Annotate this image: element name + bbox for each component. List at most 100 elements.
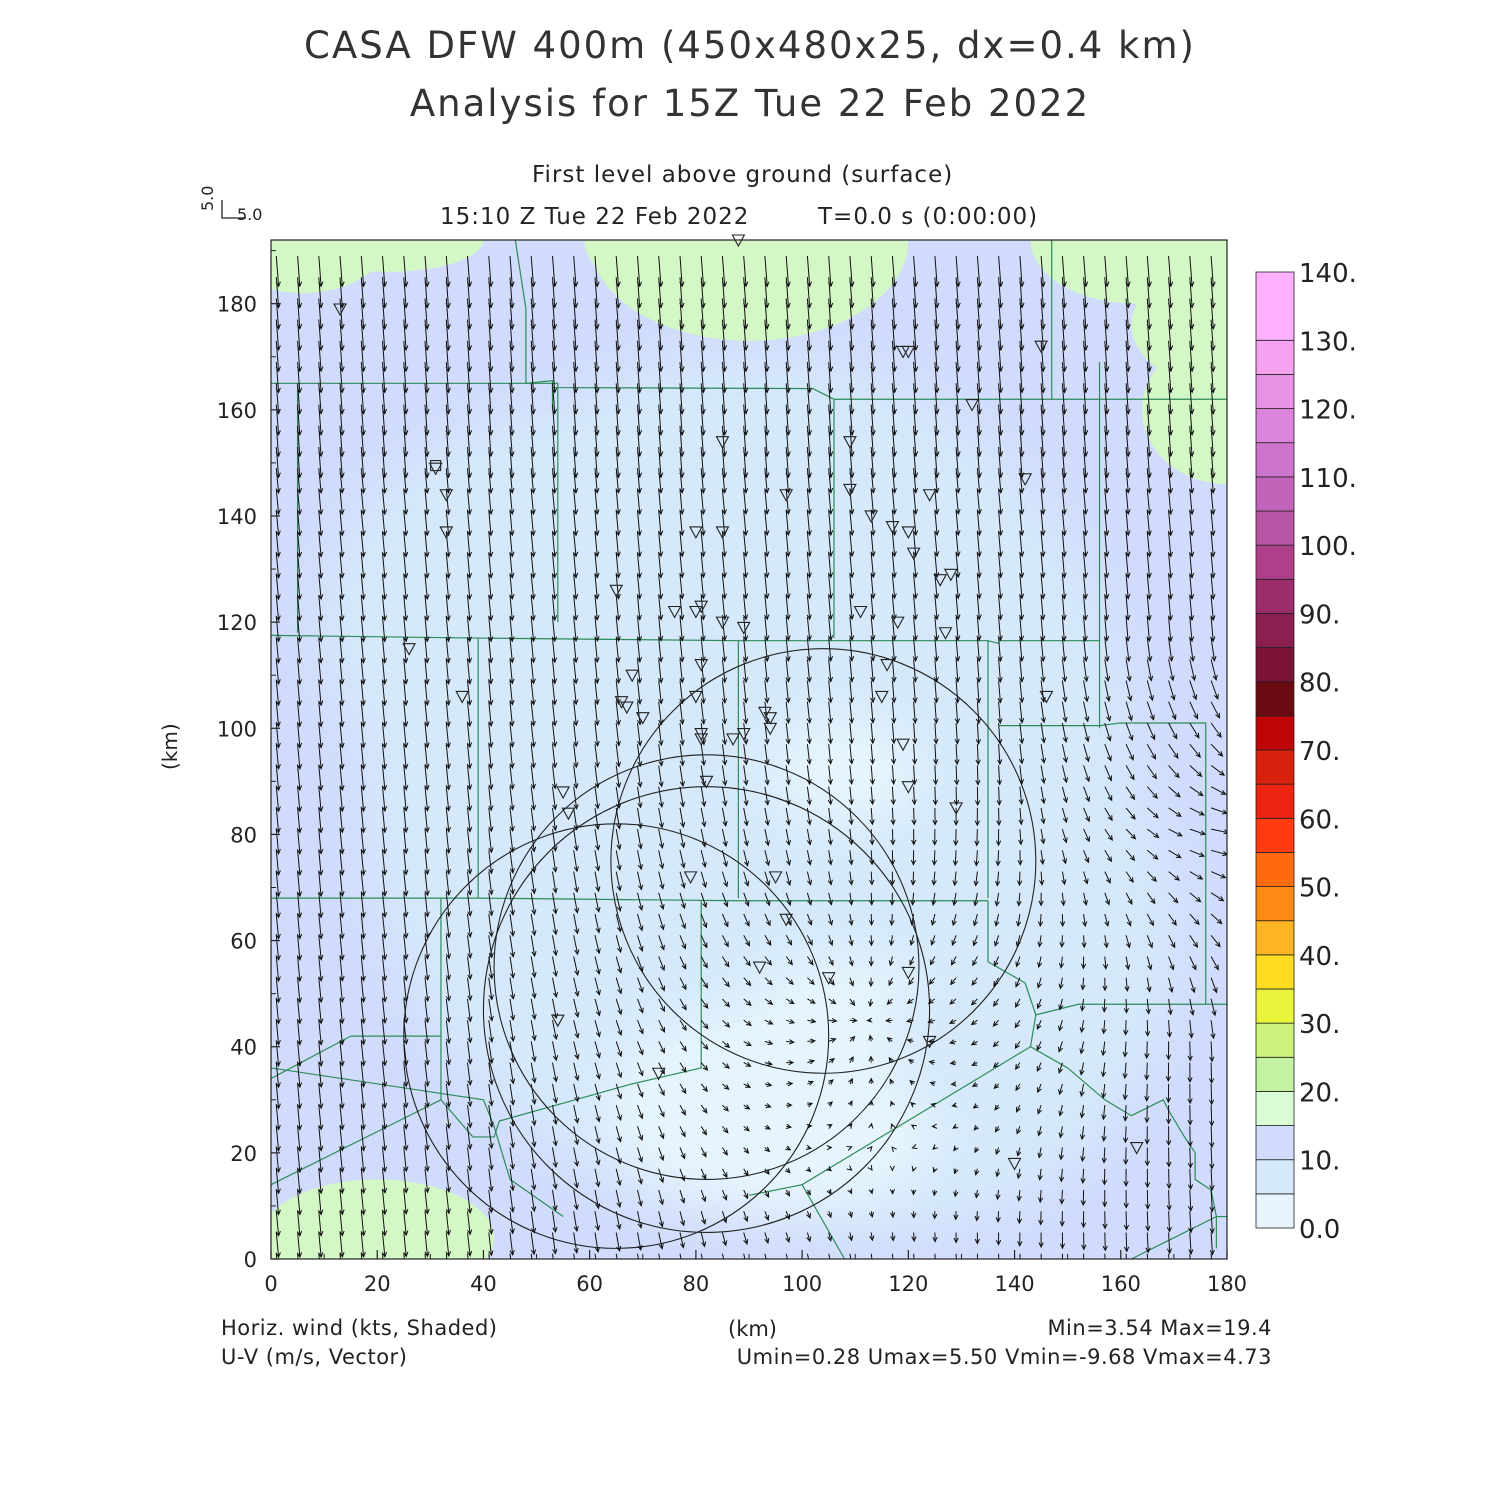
station-marker (561, 807, 576, 821)
station-markers (333, 234, 1144, 1171)
colorbar-label: 10. (1299, 1147, 1340, 1177)
y-tick-label: 140 (217, 505, 257, 529)
colorbar-swatch (1255, 578, 1295, 614)
vector-scale-u-label: 5.0 (237, 205, 263, 224)
y-tick-label: 20 (230, 1142, 257, 1166)
radar-ring (403, 823, 830, 1249)
county-line (271, 1067, 564, 1218)
colorbar-label: 80. (1299, 669, 1340, 699)
station-marker (763, 712, 778, 725)
station-marker (428, 462, 443, 476)
station-marker (922, 489, 937, 502)
colorbar-swatch (1255, 613, 1295, 648)
station-marker (683, 871, 698, 885)
colorbar-label: 110. (1299, 464, 1357, 494)
station-marker (455, 690, 470, 704)
station-marker (890, 616, 905, 630)
station-marker (736, 728, 751, 741)
shade-15-20 (1142, 335, 1227, 485)
station-marker (635, 712, 650, 725)
colorbar-swatch (1255, 544, 1295, 580)
station-marker (901, 526, 916, 540)
colorbar: 0.0 10. 20. 30. 40. 50. 60. 70. 80. 90. 100. 110. 12… (1255, 259, 1357, 1245)
station-marker (853, 605, 868, 619)
station-marker (556, 786, 571, 800)
colorbar-label: 40. (1299, 942, 1340, 972)
colorbar-label: 20. (1299, 1078, 1340, 1108)
colorbar-label: 130. (1299, 327, 1357, 357)
station-marker (439, 489, 454, 502)
station-marker (768, 871, 783, 885)
x-tick-label: 100 (782, 1272, 822, 1296)
radar-ring (610, 648, 1037, 1074)
radar-site-marker (430, 460, 442, 472)
station-marker (1018, 473, 1033, 486)
station-marker (901, 345, 916, 359)
time-label: 15:10 Z Tue 22 Feb 2022 (440, 204, 750, 230)
colorbar-swatch (1255, 647, 1295, 683)
county-line (525, 382, 559, 623)
station-marker (667, 605, 682, 619)
elapsed-label: T=0.0 s (0:00:00) (818, 204, 1039, 230)
station-marker (906, 547, 921, 561)
x-tick-label: 60 (576, 1272, 603, 1296)
colorbar-swatch (1255, 408, 1295, 444)
station-marker (922, 1035, 937, 1049)
colorbar-swatch (1255, 920, 1295, 956)
station-marker (715, 526, 730, 540)
shade-15-20 (584, 240, 755, 294)
colorbar-label: 140. (1299, 259, 1357, 289)
station-marker (842, 436, 857, 449)
colorbar-label: 120. (1299, 396, 1357, 426)
station-marker (333, 303, 347, 317)
station-marker (609, 584, 624, 598)
colorbar-swatch (1255, 339, 1295, 375)
x-tick-label: 80 (683, 1272, 710, 1296)
x-tick-label: 140 (995, 1272, 1035, 1296)
station-marker (864, 510, 879, 524)
station-marker (699, 775, 714, 789)
station-marker (694, 600, 709, 614)
x-tick-label: 40 (470, 1272, 497, 1296)
station-marker (625, 669, 640, 683)
x-tick-label: 20 (364, 1272, 391, 1296)
colorbar-swatch (1255, 1125, 1295, 1161)
y-tick-label: 100 (217, 717, 257, 741)
station-marker (1129, 1141, 1144, 1155)
y-tick-label: 160 (217, 399, 257, 423)
shade-15-20 (271, 1179, 495, 1259)
y-tick-label: 180 (217, 293, 257, 317)
colorbar-swatch (1255, 954, 1295, 990)
colorbar-swatch (1255, 715, 1295, 751)
station-marker (715, 436, 730, 449)
station-marker (726, 733, 740, 747)
y-tick-label: 60 (230, 930, 257, 954)
station-marker (1039, 690, 1054, 704)
colorbar-label: 100. (1299, 532, 1357, 562)
y-tick-label: 0 (244, 1248, 257, 1272)
station-marker (949, 802, 964, 816)
county-line (350, 898, 442, 1037)
x-tick-label: 180 (1207, 1272, 1247, 1296)
station-marker (779, 489, 794, 502)
colorbar-swatch (1255, 1091, 1295, 1126)
colorbar-swatch (1255, 1159, 1295, 1195)
county-line (998, 722, 1207, 1005)
station-marker (439, 526, 454, 540)
county-line (271, 897, 988, 902)
colorbar-label: 50. (1299, 874, 1340, 904)
colorbar-swatch (1255, 681, 1295, 717)
x-tick-label: 120 (888, 1272, 928, 1296)
vector-scale-arrow (221, 200, 246, 219)
station-marker (694, 733, 709, 747)
station-marker (965, 398, 979, 412)
station-marker (896, 738, 910, 752)
station-marker (715, 616, 730, 630)
colorbar-swatch (1255, 852, 1295, 887)
minmax-label: Min=3.54 Max=19.4 (1047, 1316, 1272, 1340)
colorbar-swatch (1255, 817, 1295, 853)
station-marker (901, 966, 916, 980)
station-marker (842, 483, 857, 497)
county-line (271, 1035, 351, 1100)
